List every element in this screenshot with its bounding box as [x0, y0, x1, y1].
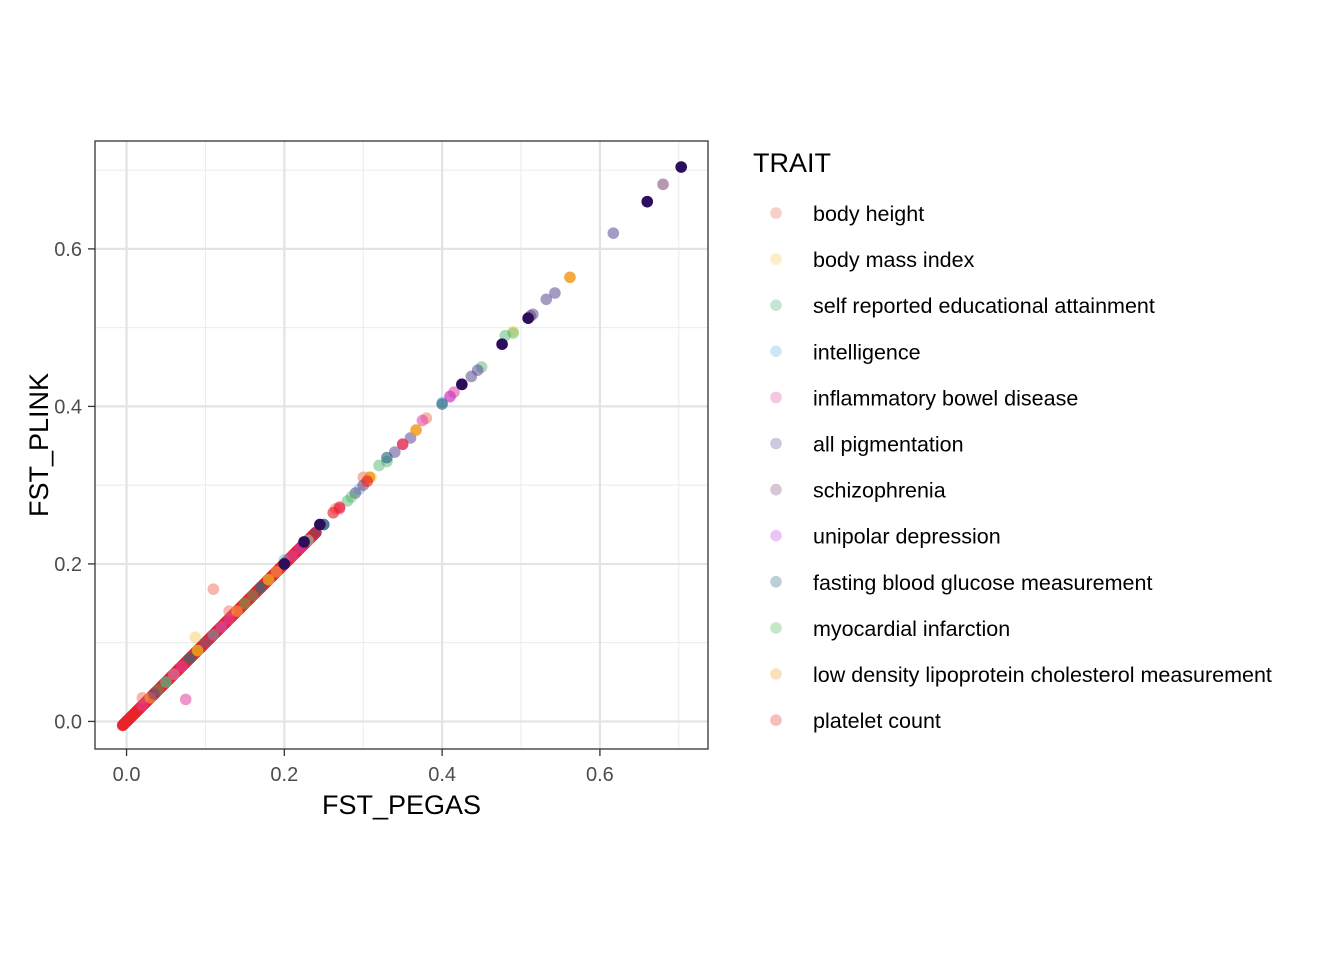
data-point: [207, 583, 220, 595]
data-point: [160, 676, 172, 688]
data-point: [607, 227, 620, 239]
data-point: [175, 660, 188, 673]
data-point: [314, 518, 326, 531]
data-point: [373, 459, 385, 472]
legend-label: inflammatory bowel disease: [813, 386, 1078, 410]
data-point: [278, 558, 291, 570]
legend-key: [770, 207, 782, 219]
x-axis-title: FST_PEGAS: [322, 790, 481, 820]
data-point: [199, 636, 212, 649]
data-point: [496, 338, 508, 350]
data-point: [456, 378, 468, 391]
data-point: [657, 178, 669, 191]
data-point: [444, 391, 456, 403]
data-point: [262, 573, 275, 586]
data-point: [381, 451, 393, 464]
legend-key: [770, 437, 782, 450]
panel-border: [94, 140, 709, 750]
data-point: [168, 668, 180, 680]
legend-label: all pigmentation: [813, 433, 964, 457]
legend-key: [770, 668, 782, 680]
legend: TRAIT body height body mass index self rep…: [753, 148, 1272, 733]
data-point: [148, 688, 160, 700]
legend-title: TRAIT: [753, 148, 831, 178]
data-point: [522, 312, 534, 325]
grid-lines: [95, 141, 708, 749]
data-point: [207, 629, 220, 641]
legend-label: myocardial infarction: [813, 617, 1010, 641]
legend-label: schizophrenia: [813, 479, 946, 503]
x-tick-label: 0.2: [270, 764, 298, 786]
data-point: [641, 195, 654, 208]
data-points: [116, 161, 687, 732]
y-axis-title: FST_PLINK: [24, 373, 54, 517]
axes: 0.0 0.2 0.4 0.6 0.0 0.2 0.4 0.6: [54, 239, 614, 786]
data-point: [246, 589, 259, 602]
data-point: [361, 475, 373, 488]
data-point: [215, 621, 228, 633]
data-point: [191, 644, 204, 657]
y-tick-label: 0.2: [54, 554, 82, 576]
data-point: [448, 386, 460, 399]
data-point: [341, 495, 354, 507]
data-point: [239, 597, 251, 610]
data-point: [396, 438, 409, 451]
data-point: [564, 271, 576, 284]
legend-label: body mass index: [813, 248, 975, 272]
legend-key: [770, 299, 782, 312]
x-tick-label: 0.0: [113, 764, 141, 786]
legend-label: intelligence: [813, 340, 921, 364]
data-point: [223, 613, 235, 625]
data-point: [215, 621, 228, 633]
data-point: [540, 293, 553, 306]
legend-key: [770, 253, 782, 265]
x-tick-label: 0.6: [586, 764, 614, 786]
legend-key: [770, 576, 782, 588]
data-point: [179, 693, 192, 706]
data-point: [189, 631, 201, 643]
legend-key: [770, 483, 782, 496]
legend-key: [770, 714, 782, 726]
data-point: [168, 668, 180, 680]
data-point: [254, 581, 267, 594]
data-point: [507, 327, 519, 339]
data-point: [231, 605, 243, 617]
data-point: [327, 506, 340, 519]
data-point: [436, 398, 448, 410]
legend-key: [770, 529, 782, 542]
y-tick-label: 0.0: [54, 711, 82, 733]
data-point: [345, 491, 358, 503]
data-point: [183, 652, 196, 665]
data-point: [349, 487, 362, 499]
legend-label: platelet count: [813, 709, 941, 733]
legend-key: [770, 345, 782, 358]
data-point: [160, 676, 172, 688]
data-point: [549, 287, 561, 299]
legend-label: body height: [813, 202, 924, 226]
data-point: [465, 370, 478, 383]
legend-label: self reported educational attainment: [813, 294, 1155, 318]
data-point: [270, 565, 283, 578]
data-point: [239, 597, 251, 610]
data-point: [160, 676, 172, 688]
y-tick-label: 0.4: [54, 396, 82, 418]
legend-label: low density lipoprotein cholesterol meas…: [813, 663, 1272, 687]
data-point: [286, 550, 299, 562]
legend-key: [770, 391, 782, 404]
data-point: [136, 699, 149, 712]
legend-label: fasting blood glucose measurement: [813, 571, 1152, 595]
y-tick-label: 0.6: [54, 239, 82, 261]
legend-label: unipolar depression: [813, 525, 1001, 549]
data-point: [410, 424, 422, 436]
x-tick-label: 0.4: [428, 764, 456, 786]
legend-key: [770, 622, 782, 634]
data-point: [416, 414, 429, 427]
data-point: [507, 325, 519, 338]
data-point: [298, 536, 310, 548]
data-point: [675, 161, 687, 173]
